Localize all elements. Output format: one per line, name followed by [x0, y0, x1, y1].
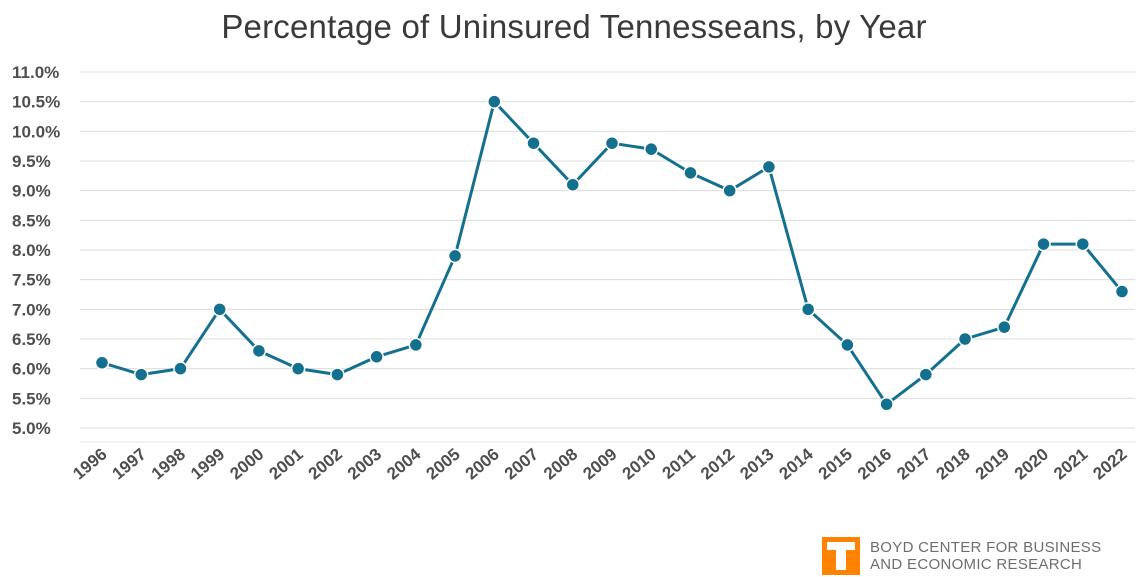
x-tick-label: 2021: [1050, 445, 1091, 484]
x-tick-label: 2016: [854, 445, 895, 484]
y-tick-label: 6.0%: [12, 360, 51, 379]
x-tick-label: 2014: [776, 444, 818, 483]
data-point: [997, 319, 1012, 335]
x-tick-label: 2019: [972, 445, 1013, 484]
university-t-logo-icon: [822, 537, 860, 575]
data-point: [173, 361, 188, 376]
x-tick-label: 2006: [462, 445, 503, 484]
data-point: [643, 141, 659, 157]
x-tick-label: 2017: [893, 445, 934, 484]
x-tick-label: 2020: [1011, 445, 1052, 484]
x-tick-label: 2013: [736, 445, 777, 484]
logo-text-line1: BOYD CENTER FOR BUSINESS: [870, 539, 1102, 556]
chart-title: Percentage of Uninsured Tennesseans, by …: [221, 8, 927, 45]
x-tick-label: 1997: [109, 445, 150, 484]
data-point: [487, 94, 502, 109]
y-tick-label: 5.5%: [12, 389, 51, 408]
x-tick-label: 2004: [383, 444, 425, 483]
data-point: [526, 135, 541, 151]
y-tick-label: 8.5%: [12, 211, 51, 230]
boyd-center-logo: BOYD CENTER FOR BUSINESS AND ECONOMIC RE…: [822, 536, 1101, 576]
x-tick-label: 2007: [501, 445, 542, 484]
data-point: [408, 337, 424, 353]
y-tick-label: 8.0%: [12, 241, 51, 260]
data-point: [840, 337, 855, 353]
y-tick-label: 7.5%: [12, 271, 51, 290]
x-tick-label: 2018: [932, 445, 973, 484]
data-point: [133, 367, 149, 382]
data-point: [94, 355, 110, 370]
y-tick-label: 11.0%: [12, 63, 59, 82]
x-tick-label: 2015: [815, 445, 856, 484]
data-point: [1114, 284, 1130, 299]
x-tick-label: 1999: [187, 445, 228, 484]
y-tick-label: 5.0%: [12, 419, 51, 438]
x-tick-label: 2001: [266, 445, 307, 484]
y-tick-label: 10.0%: [12, 122, 60, 141]
line-chart: 11.0% 10.5% 10.0% 9.5% 9.0% 8.5% 8.0% 7.5% 7.0% 6…: [12, 63, 1135, 483]
x-tick-label: 2002: [305, 445, 346, 484]
x-tick-label: 2008: [540, 445, 581, 484]
y-tick-label: 7.0%: [12, 300, 51, 319]
logo-text-line2: AND ECONOMIC RESEARCH: [870, 556, 1083, 573]
data-point: [1036, 236, 1051, 252]
x-axis-ticks: 1996199719981999200020012002200320042005…: [69, 444, 1130, 483]
y-tick-label: 6.5%: [12, 330, 51, 349]
data-point: [330, 367, 345, 382]
data-point: [918, 367, 934, 382]
x-tick-label: 2005: [422, 445, 463, 484]
x-tick-label: 2009: [579, 445, 620, 484]
data-point: [251, 343, 267, 359]
x-tick-label: 2012: [697, 445, 738, 484]
y-tick-label: 9.0%: [12, 182, 51, 201]
x-tick-label: 2022: [1089, 445, 1130, 484]
data-point: [212, 302, 227, 317]
x-tick-label: 2003: [344, 445, 385, 484]
x-tick-label: 2011: [659, 445, 699, 483]
y-axis-ticks: 11.0% 10.5% 10.0% 9.5% 9.0% 8.5% 8.0% 7.5% 7.0% 6…: [12, 63, 60, 438]
data-point: [1075, 236, 1091, 252]
data-point: [957, 331, 973, 347]
data-point: [722, 183, 737, 198]
logo-text: BOYD CENTER FOR BUSINESS AND ECONOMIC RE…: [870, 539, 1101, 573]
x-tick-label: 2000: [226, 445, 267, 484]
series-points: [94, 94, 1130, 412]
x-tick-label: 2010: [619, 445, 660, 484]
gridlines: [80, 71, 1135, 443]
data-point: [565, 177, 581, 192]
data-point: [683, 165, 698, 181]
data-point: [447, 248, 463, 264]
y-tick-label: 10.5%: [12, 93, 60, 112]
data-point: [369, 349, 384, 365]
data-point: [290, 361, 306, 376]
data-point: [800, 302, 816, 317]
y-tick-label: 9.5%: [12, 152, 51, 171]
x-tick-label: 1998: [148, 445, 189, 484]
data-point: [761, 159, 777, 175]
x-tick-label: 1996: [69, 445, 110, 484]
data-point: [879, 397, 894, 412]
data-point: [604, 135, 620, 151]
